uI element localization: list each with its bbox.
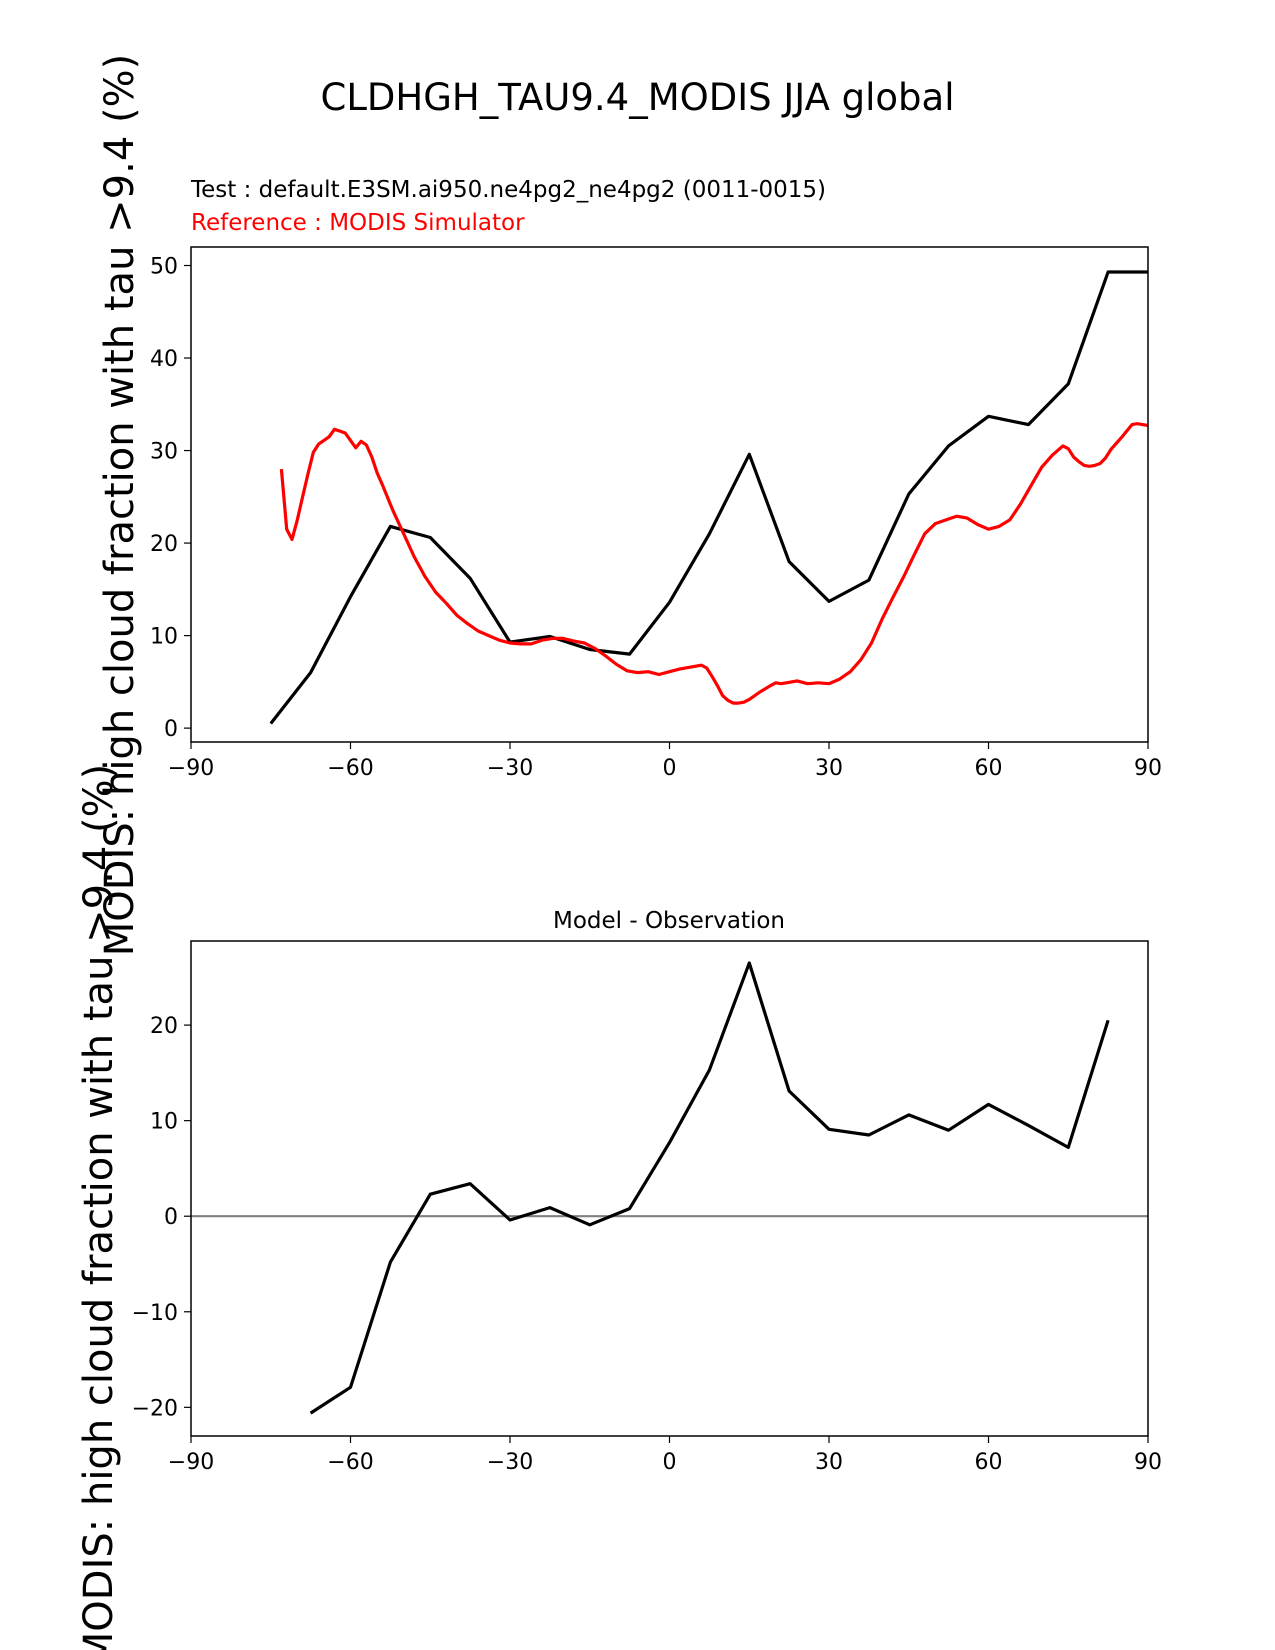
top-y-tick-label: 30 [150,440,178,465]
top-x-tick-label: −30 [487,756,533,781]
bottom-panel: −90 −60 −30 0 30 60 90 −20 −10 0 10 20 [132,940,1162,1475]
bottom-x-tick-label: 30 [815,1450,843,1475]
top-y-tick-label: 0 [164,717,178,742]
top-x-tick-label: 0 [663,756,677,781]
figure-title: CLDHGH_TAU9.4_MODIS JJA global [320,76,954,119]
top-x-tick-label: −90 [168,756,214,781]
top-y-tick-label: 10 [150,625,178,650]
bottom-y-tick-label: 10 [150,1110,178,1135]
top-y-tick-label: 50 [150,255,178,280]
top-x-tick-label: −60 [327,756,373,781]
bottom-x-tick-label: −30 [487,1450,533,1475]
bottom-x-tick-label: −90 [168,1450,214,1475]
bottom-x-tick-label: 60 [975,1450,1003,1475]
bottom-y-tick-label: −20 [132,1396,178,1421]
difference-series-line [309,961,1110,1415]
top-axes-frame [190,246,1149,743]
bottom-panel-title: Model - Observation [553,908,785,934]
reference-label: Reference : MODIS Simulator [191,210,525,236]
bottom-x-tick-label: 90 [1134,1450,1162,1475]
bottom-x-tick-label: −60 [327,1450,373,1475]
top-x-tick-label: 90 [1134,756,1162,781]
bottom-x-tick-label: 0 [663,1450,677,1475]
top-panel: −90 −60 −30 0 30 60 90 0 10 20 30 40 50 [150,246,1162,781]
test-label: Test : default.E3SM.ai950.ne4pg2_ne4pg2 … [190,177,826,203]
top-y-axis-label: MODIS: high cloud fraction with tau >9.4… [97,54,143,956]
bottom-axes-frame [190,940,1149,1437]
top-y-tick-label: 40 [150,347,178,372]
bottom-y-tick-label: 20 [150,1014,178,1039]
top-x-tick-label: 30 [815,756,843,781]
bottom-y-tick-label: −10 [132,1301,178,1326]
reference-series-line [279,422,1149,705]
top-x-tick-label: 60 [975,756,1003,781]
bottom-y-tick-label: 0 [164,1205,178,1230]
top-y-tick-label: 20 [150,532,178,557]
bottom-y-axis-label: MODIS: high cloud fraction with tau >9.4… [76,764,122,1650]
test-series-line [269,270,1148,725]
